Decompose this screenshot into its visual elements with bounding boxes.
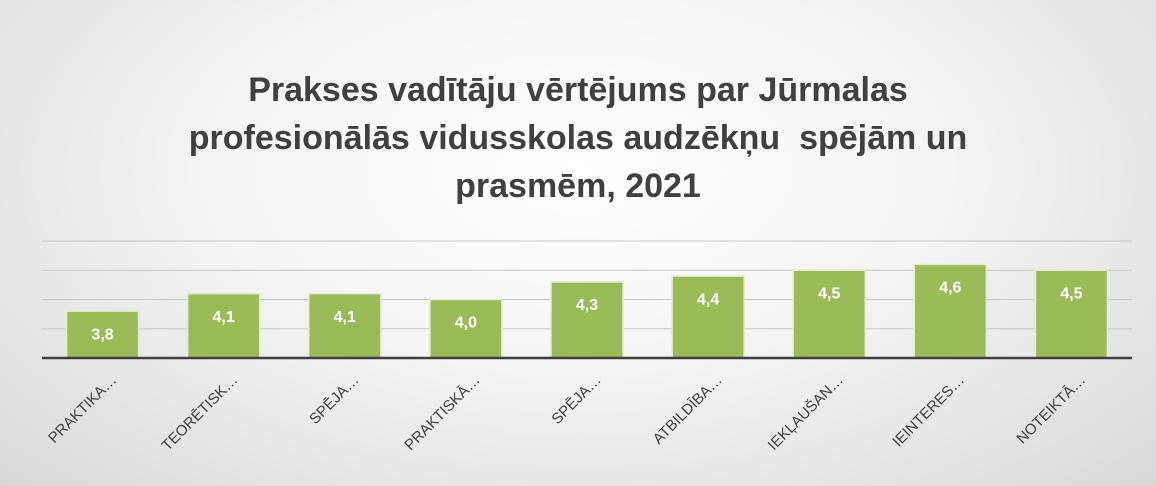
bar xyxy=(792,269,866,359)
data-label: 4,6 xyxy=(939,280,961,297)
x-tick-label: SPĒJA… xyxy=(548,372,604,428)
data-label: 4,0 xyxy=(455,315,477,332)
bar xyxy=(308,292,382,359)
bar xyxy=(429,298,503,359)
bar xyxy=(186,292,261,359)
bar xyxy=(1034,269,1109,359)
data-label: 4,1 xyxy=(213,309,235,326)
data-label: 4,1 xyxy=(334,309,356,326)
data-label: 4,3 xyxy=(576,297,598,314)
x-tick-label: IEKĻAUŠAN… xyxy=(765,372,847,454)
data-label: 3,8 xyxy=(91,326,113,343)
x-tick-label: PRAKTISKĀ… xyxy=(401,372,483,454)
x-tick-label: ATBILDĪBA… xyxy=(650,372,726,448)
x-tick-label: PRAKTIKA… xyxy=(45,372,120,447)
bar xyxy=(550,281,624,359)
data-label: 4,4 xyxy=(697,291,719,308)
data-label: 4,5 xyxy=(818,285,840,302)
x-tick-label: TEORĒTISK… xyxy=(159,372,242,455)
bar xyxy=(671,275,745,359)
x-tick-label: SPĒJA… xyxy=(306,372,362,428)
data-label: 4,5 xyxy=(1060,285,1082,302)
x-tick-label: IEINTERES… xyxy=(889,372,968,451)
chart-title: Prakses vadītāju vērtējums par Jūrmalas … xyxy=(188,71,977,205)
bar xyxy=(913,263,988,359)
x-tick-label: NOTEIKTĀ… xyxy=(1013,372,1089,448)
